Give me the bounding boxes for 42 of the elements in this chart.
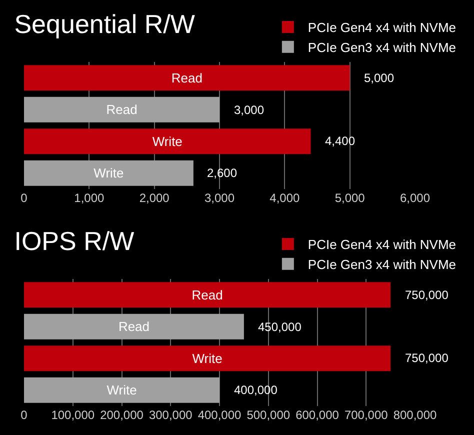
- legend-label: PCIe Gen3 x4 with NVMe: [308, 40, 456, 55]
- category-label: Write: [192, 350, 222, 366]
- chart-title: Sequential R/W: [14, 8, 196, 39]
- data-label: 3,000: [234, 103, 264, 117]
- x-tick-label: 3,000: [204, 191, 235, 205]
- x-tick-label: 400,000: [198, 408, 242, 422]
- bar: [24, 377, 220, 403]
- bar: [24, 65, 350, 91]
- legend-label: PCIe Gen4 x4 with NVMe: [308, 20, 456, 36]
- x-tick-label: 700,000: [344, 408, 388, 422]
- data-label: 750,000: [405, 351, 449, 365]
- bar: [24, 128, 311, 154]
- x-tick-label: 100,000: [51, 408, 95, 422]
- x-tick-label: 5,000: [334, 191, 366, 205]
- data-label: 5,000: [364, 71, 394, 85]
- x-tick-label: 0: [20, 408, 28, 422]
- data-label: 2,600: [207, 166, 238, 180]
- x-tick-label: 0: [20, 191, 28, 205]
- data-label: 4,400: [325, 134, 356, 148]
- category-label: Write: [106, 382, 137, 398]
- x-tick-label: 1,000: [74, 191, 105, 205]
- x-tick-label: 4,000: [270, 191, 300, 205]
- bar: [24, 282, 391, 308]
- x-tick-label: 2,000: [139, 191, 170, 205]
- x-tick-label: 300,000: [148, 408, 193, 422]
- bar: [24, 314, 244, 340]
- category-label: Read: [192, 287, 223, 302]
- x-tick-label: 500,000: [246, 408, 290, 422]
- data-label: 450,000: [258, 320, 302, 334]
- x-tick-label: 200,000: [100, 408, 144, 422]
- chart-title: IOPS R/W: [14, 226, 135, 256]
- data-label: 400,000: [234, 383, 278, 397]
- x-tick-label: 800,000: [393, 408, 438, 422]
- legend-label: PCIe Gen3 x4 with NVMe: [308, 256, 456, 272]
- x-tick-label: 600,000: [296, 408, 340, 422]
- bar: [24, 96, 220, 122]
- category-label: Read: [118, 319, 150, 334]
- data-label: 750,000: [405, 288, 449, 302]
- bar: [24, 160, 194, 186]
- x-tick-label: 6,000: [400, 191, 430, 205]
- bar: [24, 346, 391, 372]
- legend-label: PCIe Gen4 x4 with NVMe: [308, 237, 456, 252]
